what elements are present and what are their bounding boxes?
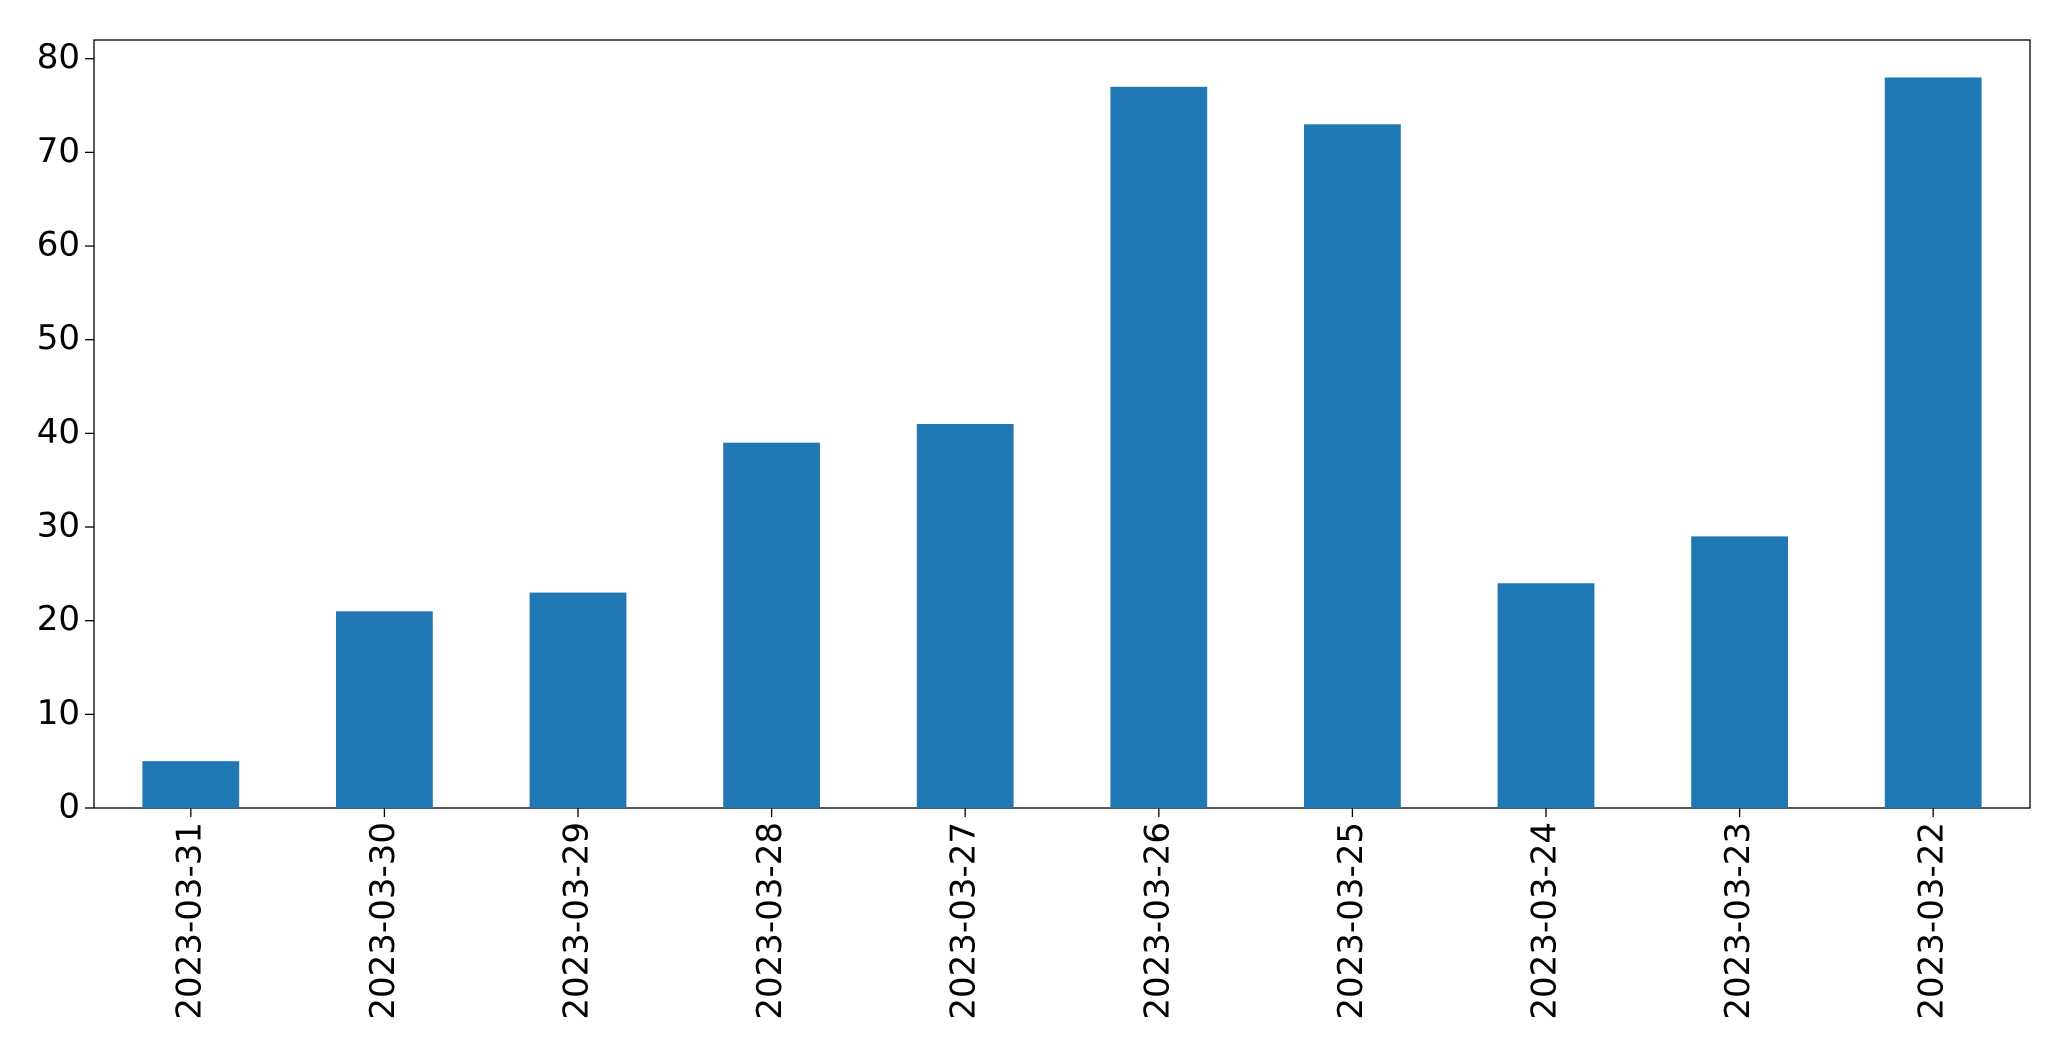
bar bbox=[1884, 77, 1982, 808]
x-tick-label: 2023-03-22 bbox=[1912, 822, 1952, 1020]
x-tick-label: 2023-03-28 bbox=[750, 822, 790, 1020]
bar bbox=[1497, 583, 1595, 808]
bar bbox=[723, 442, 820, 808]
bar bbox=[1304, 124, 1401, 809]
y-tick-label: 30 bbox=[37, 506, 80, 546]
bar bbox=[336, 611, 433, 808]
plot-frame bbox=[93, 39, 2031, 809]
y-tick-label: 60 bbox=[37, 225, 80, 265]
y-tick-label: 40 bbox=[37, 412, 80, 452]
x-tick-label: 2023-03-31 bbox=[169, 822, 209, 1020]
x-tick-label: 2023-03-24 bbox=[1525, 822, 1565, 1020]
x-tick-label: 2023-03-23 bbox=[1718, 822, 1758, 1020]
y-tick-label: 0 bbox=[58, 787, 80, 827]
y-tick-label: 70 bbox=[37, 131, 80, 171]
x-tick-label: 2023-03-29 bbox=[557, 822, 597, 1020]
y-tick-label: 20 bbox=[37, 599, 80, 639]
x-tick-label: 2023-03-25 bbox=[1331, 822, 1371, 1020]
bar bbox=[1110, 86, 1208, 808]
y-tick-label: 10 bbox=[37, 693, 80, 733]
x-tick-label: 2023-03-27 bbox=[944, 822, 984, 1020]
y-tick-label: 50 bbox=[37, 318, 80, 358]
bar bbox=[529, 592, 627, 808]
bar bbox=[916, 424, 1014, 808]
y-tick-label: 80 bbox=[37, 37, 80, 77]
bar bbox=[142, 761, 240, 808]
bar bbox=[1691, 536, 1788, 808]
x-tick-label: 2023-03-30 bbox=[363, 822, 403, 1020]
x-tick-label: 2023-03-26 bbox=[1137, 822, 1177, 1020]
